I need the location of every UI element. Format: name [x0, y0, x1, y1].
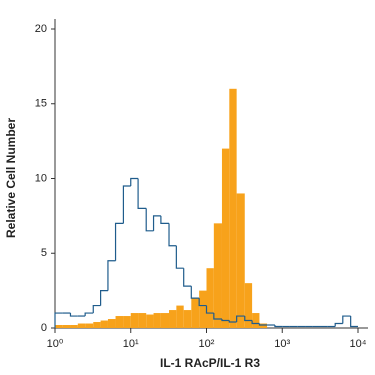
histogram-step [190, 286, 200, 299]
y-tick-label: 0 [41, 322, 47, 334]
histogram-bar [221, 148, 230, 328]
histogram-bar [252, 313, 260, 328]
histogram-step [168, 223, 177, 247]
histogram-step [205, 305, 214, 314]
histogram-bar [107, 319, 116, 328]
histogram-step [334, 322, 343, 327]
histogram-bar [183, 310, 192, 328]
y-tick-label: 15 [35, 98, 47, 110]
histogram-bar [100, 320, 108, 328]
histogram-bar [130, 313, 139, 328]
histogram-bar [146, 314, 154, 328]
histogram-bar [153, 313, 161, 328]
histogram-step [258, 323, 268, 326]
x-tick-label: 10² [199, 338, 215, 350]
histogram-step [114, 222, 124, 261]
histogram-step [160, 215, 170, 224]
histogram-step [54, 312, 63, 328]
y-tick-label: 10 [35, 172, 47, 184]
histogram-step [152, 215, 161, 231]
histogram-bar [244, 283, 253, 328]
histogram-bar [199, 290, 207, 328]
histogram-step [228, 320, 237, 323]
x-tick-label: 10¹ [123, 338, 139, 350]
x-tick-label: 10⁰ [47, 338, 64, 350]
y-axis-title: Relative Cell Number [4, 118, 18, 238]
histogram-step [175, 245, 184, 269]
histogram-bar [55, 325, 63, 328]
histogram-step [137, 178, 147, 209]
histogram-bar [206, 268, 214, 328]
histogram-step [145, 208, 154, 232]
histogram-bar [62, 325, 71, 328]
histogram-step [107, 260, 116, 291]
histogram-step [130, 177, 139, 186]
histogram-step [244, 316, 253, 322]
histogram-step [198, 298, 207, 307]
histogram-step [342, 315, 351, 324]
histogram-bar [70, 325, 78, 328]
histogram-step [92, 304, 101, 314]
histogram-bar [160, 313, 170, 328]
histogram-bar [191, 298, 200, 328]
histogram-step [213, 313, 222, 320]
histogram-step [69, 313, 78, 317]
histogram-bar [123, 316, 131, 328]
y-tick-label: 20 [35, 23, 47, 35]
histogram-step [251, 320, 260, 325]
histogram-bar [93, 322, 101, 328]
histogram-step [183, 268, 192, 287]
x-tick-label: 10³ [274, 338, 290, 350]
histogram-step [236, 315, 245, 323]
histogram-bar [213, 223, 222, 328]
x-axis-title: IL-1 RAcP/IL-1 R3 [160, 356, 260, 370]
histogram-bar [259, 323, 268, 328]
histogram-bar [85, 323, 94, 328]
histogram-bar [115, 316, 124, 328]
histogram-bar [229, 88, 237, 328]
histogram-step [274, 325, 283, 328]
histogram-step [350, 316, 358, 328]
histogram-bar [176, 305, 184, 328]
histogram-bar [169, 310, 177, 328]
histogram-bar [138, 313, 147, 328]
x-tick-label: 10⁴ [350, 338, 367, 350]
histogram-step [84, 312, 94, 317]
histogram-bar [77, 323, 86, 328]
histogram-step [122, 185, 131, 224]
histogram-step [100, 290, 108, 306]
histogram-bar [236, 193, 245, 328]
histogram-step [221, 319, 230, 322]
y-tick-label: 5 [41, 247, 47, 259]
